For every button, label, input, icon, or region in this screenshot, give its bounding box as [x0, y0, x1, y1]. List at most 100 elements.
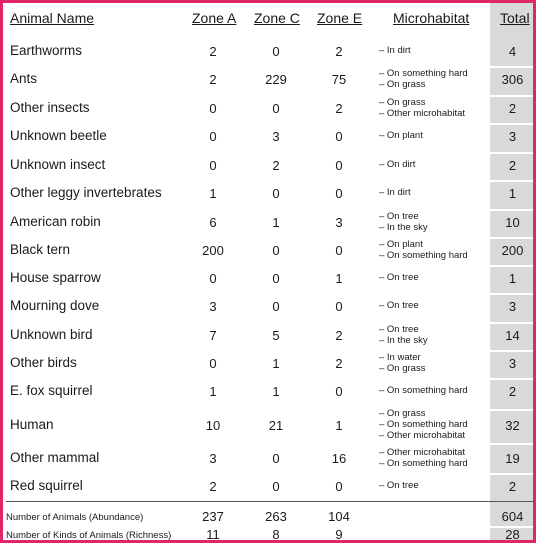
total-separator [490, 526, 533, 528]
total-separator [490, 378, 533, 380]
animal-name: Other leggy invertebrates [10, 185, 162, 200]
total-separator [490, 350, 533, 352]
zone-c-count: 5 [272, 328, 280, 343]
zone-c-count: 0 [272, 243, 280, 258]
zone-c-count: 0 [272, 44, 280, 59]
microhabitat-entry: – In the sky [379, 335, 428, 346]
microhabitat-entry: – On something hard [379, 250, 468, 261]
richness-total: 28 [505, 527, 520, 542]
zone-e-count: 2 [335, 328, 343, 343]
zone-c-count: 0 [272, 186, 280, 201]
zone-a-count: 0 [209, 271, 217, 286]
row-total: 2 [508, 384, 517, 399]
row-total: 2 [508, 101, 517, 116]
animal-name: Mourning dove [10, 298, 100, 313]
animal-name: Black tern [10, 242, 71, 257]
zone-e-count: 0 [335, 479, 343, 494]
abundance-zone-c: 263 [265, 509, 287, 524]
zone-c-count: 21 [268, 418, 284, 433]
zone-e-count: 0 [335, 158, 343, 173]
microhabitat-entry: – Other microhabitat [379, 430, 466, 441]
zone-e-count: 3 [335, 215, 343, 230]
microhabitat-entry: – On grass [379, 363, 426, 374]
richness-zone-a: 11 [206, 527, 220, 542]
microhabitat-entry: – On grass [379, 79, 426, 90]
total-separator [490, 265, 533, 267]
row-total: 306 [501, 72, 524, 87]
zone-a-count: 3 [209, 451, 217, 466]
row-total: 3 [508, 129, 517, 144]
animal-name: Human [10, 417, 54, 432]
zone-e-count: 1 [335, 271, 343, 286]
microhabitat-entry: – On something hard [379, 458, 468, 469]
microhabitat-entry: – On plant [379, 130, 423, 141]
animal-name: American robin [10, 214, 101, 229]
zone-a-count: 0 [209, 356, 217, 371]
microhabitat-entry: – On plant [379, 239, 423, 250]
richness-label: Number of Kinds of Animals (Richness) [6, 530, 172, 541]
zone-c-count: 0 [272, 101, 280, 116]
animal-name: Ants [10, 71, 38, 86]
row-total: 4 [508, 44, 517, 59]
zone-c-count: 229 [265, 72, 287, 87]
header-zone-a: Zone A [192, 10, 237, 26]
zone-e-count: 2 [335, 101, 343, 116]
total-separator [490, 123, 533, 125]
zone-a-count: 200 [202, 243, 224, 258]
row-total: 1 [508, 186, 517, 201]
row-total: 2 [508, 479, 517, 494]
total-separator [490, 473, 533, 475]
row-total: 32 [505, 418, 520, 433]
zone-c-count: 3 [272, 129, 280, 144]
total-separator [490, 409, 533, 411]
microhabitat-entry: – On tree [379, 480, 419, 491]
total-separator [490, 293, 533, 295]
zone-a-count: 10 [205, 418, 221, 433]
animal-name: Unknown insect [10, 157, 106, 172]
abundance-zone-e: 104 [328, 509, 350, 524]
zone-a-count: 0 [209, 158, 217, 173]
microhabitat-entry: – On grass [379, 97, 426, 108]
abundance-zone-a: 237 [202, 509, 224, 524]
microhabitat-entry: – On tree [379, 300, 419, 311]
microhabitat-entry: – In water [379, 352, 421, 363]
zone-a-count: 6 [209, 215, 217, 230]
total-separator [490, 209, 533, 211]
row-total: 10 [505, 215, 520, 230]
richness-zone-c: 8 [272, 527, 280, 542]
microhabitat-entry: – On tree [379, 272, 419, 283]
animal-name: Other mammal [10, 450, 100, 465]
total-separator [490, 443, 533, 445]
zone-e-count: 0 [335, 186, 343, 201]
header-zone-c: Zone C [254, 10, 300, 26]
microhabitat-entry: – On something hard [379, 68, 468, 79]
total-separator [490, 237, 533, 239]
header-microhabitat: Microhabitat [393, 10, 470, 26]
total-column-background [490, 3, 533, 540]
zone-e-count: 0 [335, 299, 343, 314]
microhabitat-entry: – On tree [379, 211, 419, 222]
animal-name: House sparrow [10, 270, 101, 285]
zone-a-count: 0 [209, 129, 217, 144]
zone-c-count: 1 [272, 384, 280, 399]
row-total: 14 [505, 328, 520, 343]
animal-name: Other insects [10, 100, 90, 115]
row-total: 1 [508, 271, 517, 286]
microhabitat-entry: – In dirt [379, 45, 411, 56]
microhabitat-entry: – On grass [379, 408, 426, 419]
animal-name: Unknown bird [10, 327, 93, 342]
microhabitat-entry: – In the sky [379, 222, 428, 233]
zone-e-count: 0 [335, 384, 343, 399]
zone-c-count: 1 [272, 215, 280, 230]
zone-a-count: 2 [209, 44, 217, 59]
zone-c-count: 1 [272, 356, 280, 371]
microhabitat-entry: – On something hard [379, 419, 468, 430]
microhabitat-entry: – On tree [379, 324, 419, 335]
microhabitat-entry: – In dirt [379, 187, 411, 198]
zone-c-count: 0 [272, 479, 280, 494]
animal-name: Other birds [10, 355, 77, 370]
zone-e-count: 75 [331, 72, 347, 87]
microhabitat-entry: – Other microhabitat [379, 108, 466, 119]
animal-name: Red squirrel [10, 478, 83, 493]
